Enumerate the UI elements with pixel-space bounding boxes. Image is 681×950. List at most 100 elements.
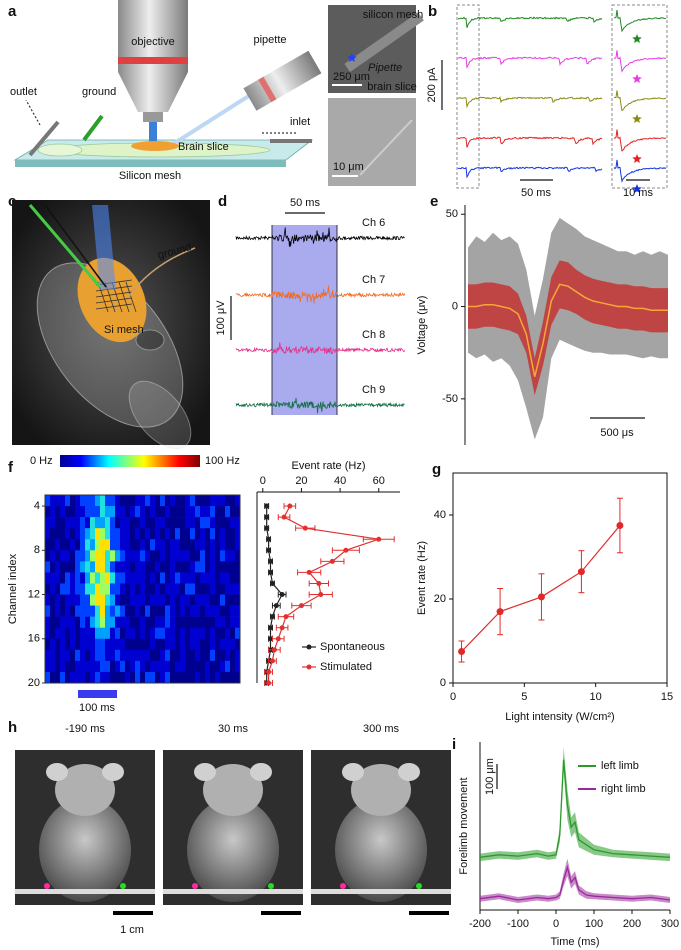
- heat-cell: [140, 561, 146, 573]
- heat-cell: [180, 539, 186, 551]
- heat-cell: [140, 594, 146, 606]
- heat-cell: [70, 638, 76, 651]
- heat-cell: [115, 671, 121, 684]
- colorbar-label: 100 Hz: [205, 455, 240, 467]
- heat-cell: [100, 495, 106, 507]
- heat-cell: [165, 649, 171, 662]
- heat-cell: [220, 561, 226, 573]
- scale-label: 100 ms: [79, 702, 116, 714]
- heat-cell: [75, 517, 81, 529]
- heat-cell: [130, 583, 136, 595]
- heat-cell: [200, 627, 206, 640]
- heat-cell: [85, 495, 91, 507]
- heat-cell: [70, 671, 76, 684]
- heat-cell: [70, 517, 76, 529]
- heat-cell: [200, 594, 206, 606]
- heat-cell: [45, 550, 51, 562]
- y-tick-label: 4: [34, 500, 40, 512]
- electrode: [44, 204, 107, 288]
- heat-cell: [195, 583, 201, 595]
- heat-cell: [95, 627, 101, 640]
- heat-cell: [120, 671, 126, 684]
- heat-cell: [105, 627, 111, 640]
- heat-cell: [155, 572, 161, 584]
- heat-cell: [90, 506, 96, 518]
- heat-cell: [220, 671, 226, 684]
- heat-cell: [75, 627, 81, 640]
- heat-cell: [130, 561, 136, 573]
- heat-cell: [60, 561, 66, 573]
- trace: [457, 56, 603, 69]
- heat-cell: [225, 528, 231, 540]
- micrograph-pipette: [359, 119, 413, 176]
- point: [281, 514, 287, 520]
- stim-window: [272, 225, 337, 415]
- heat-cell: [95, 638, 101, 651]
- star: [632, 34, 642, 43]
- heat-cell: [220, 572, 226, 584]
- heat-cell: [45, 528, 51, 540]
- heat-cell: [75, 671, 81, 684]
- heat-cell: [175, 561, 181, 573]
- heat-cell: [55, 638, 61, 651]
- point: [616, 522, 624, 529]
- panel-label: e: [430, 193, 438, 210]
- scale-label: 500 μs: [600, 427, 634, 439]
- heat-cell: [230, 517, 236, 529]
- heat-cell: [100, 638, 106, 651]
- heat-cell: [160, 583, 166, 595]
- point: [264, 514, 270, 520]
- heat-cell: [215, 528, 221, 540]
- heat-cell: [235, 638, 241, 651]
- heat-cell: [150, 660, 156, 673]
- point: [458, 648, 466, 655]
- heat-cell: [205, 495, 211, 507]
- point: [302, 525, 308, 531]
- heat-cell: [60, 506, 66, 518]
- heat-cell: [100, 528, 106, 540]
- heat-cell: [80, 638, 86, 651]
- y-tick-label: 20: [434, 593, 446, 605]
- objective-band: [118, 57, 188, 64]
- heat-cell: [125, 572, 131, 584]
- scale-label: 250 μm: [333, 71, 370, 83]
- heat-cell: [235, 506, 241, 518]
- heat-cell: [105, 583, 111, 595]
- trace: [457, 136, 603, 148]
- point: [329, 558, 335, 564]
- axis-label: Light intensity (W/cm²): [505, 711, 614, 723]
- heat-cell: [75, 605, 81, 617]
- heat-frame: [44, 494, 241, 684]
- stim-bar: [78, 690, 117, 698]
- heat-cell: [225, 506, 231, 518]
- heat-cell: [70, 528, 76, 540]
- heat-cell: [235, 572, 241, 584]
- time-label: -190 ms: [65, 723, 105, 735]
- y-tick-label: 20: [28, 677, 40, 689]
- mouse-head: [203, 764, 263, 816]
- heat-cell: [140, 616, 146, 629]
- ground-wire: [127, 247, 196, 299]
- heat-cell: [50, 561, 56, 573]
- heat-cell: [175, 572, 181, 584]
- heat-cell: [235, 561, 241, 573]
- heat-cell: [175, 649, 181, 662]
- heat-cell: [155, 649, 161, 662]
- heat-cell: [90, 550, 96, 562]
- heat-cell: [135, 550, 141, 562]
- heat-cell: [180, 649, 186, 662]
- heat-cell: [80, 616, 86, 629]
- panel-label: h: [8, 719, 17, 736]
- heat-cell: [85, 550, 91, 562]
- heat-cell: [90, 638, 96, 651]
- legend-label: Spontaneous: [320, 641, 385, 653]
- time-label: 30 ms: [218, 723, 248, 735]
- heat-cell: [180, 550, 186, 562]
- heat-cell: [85, 517, 91, 529]
- marker: [416, 883, 422, 889]
- star: [632, 114, 642, 123]
- point: [266, 547, 272, 553]
- heat-cell: [230, 627, 236, 640]
- heat-cell: [85, 572, 91, 584]
- mesh: [95, 303, 133, 310]
